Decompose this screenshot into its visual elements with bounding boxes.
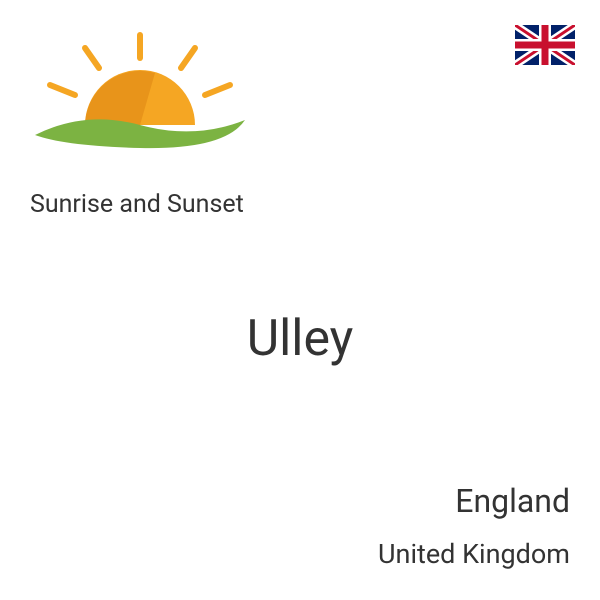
tagline-text: Sunrise and Sunset [30, 190, 244, 219]
region-name: England [455, 482, 570, 520]
uk-flag-icon [515, 25, 575, 65]
country-name: United Kingdom [378, 538, 570, 570]
sunrise-logo-icon [25, 30, 255, 170]
city-name: Ulley [0, 310, 600, 368]
